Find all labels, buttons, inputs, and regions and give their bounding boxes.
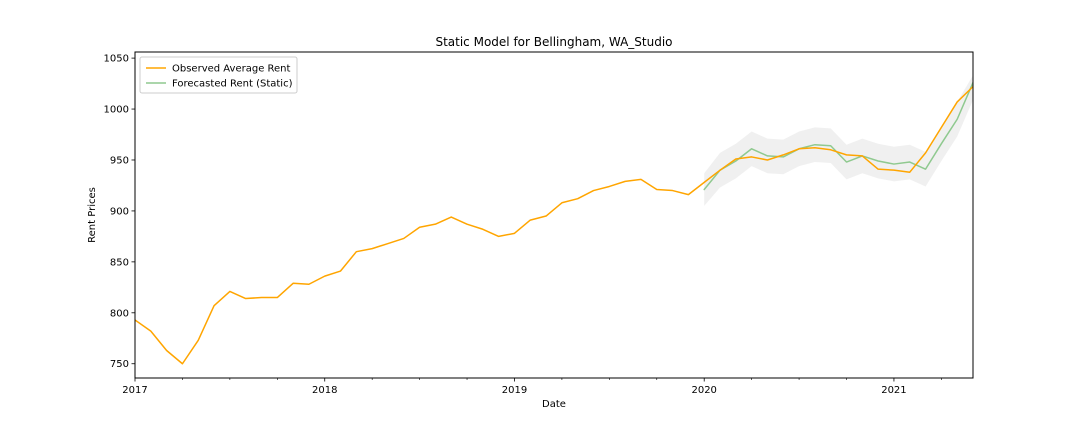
legend-entry-label: Observed Average Rent [172,64,291,75]
x-tick-label: 2020 [691,385,716,396]
y-tick-label: 900 [110,206,129,217]
plot-area [135,75,973,365]
y-axis-label: Rent Prices [87,187,98,243]
axes: 750 800 850 900 950 1000 1050 2017 2018 2019 2020 2… [104,54,942,396]
x-tick-label: 2017 [122,385,147,396]
y-tick-label: 1000 [104,105,129,116]
x-tick-label: 2021 [881,385,906,396]
x-tick-label: 2018 [312,385,337,396]
x-axis-label: Date [542,399,566,410]
y-tick-label: 950 [110,155,129,166]
series-line-forecasted-rent-static [703,81,973,191]
series-line-observed-average-rent [135,85,973,365]
y-tick-label: 1050 [104,54,129,65]
y-tick-label: 800 [110,308,129,319]
legend-box [139,56,298,94]
legend: Observed Average Rent Forecasted Rent (St… [139,56,298,94]
x-tick-label: 2019 [502,385,527,396]
forecast-confidence-band [704,75,973,206]
y-tick-label: 750 [110,359,129,370]
plot-frame [134,51,974,379]
legend-entry-label: Forecasted Rent (Static) [172,79,293,90]
y-tick-label: 850 [110,257,129,268]
chart-title: Static Model for Bellingham, WA_Studio [435,35,672,49]
